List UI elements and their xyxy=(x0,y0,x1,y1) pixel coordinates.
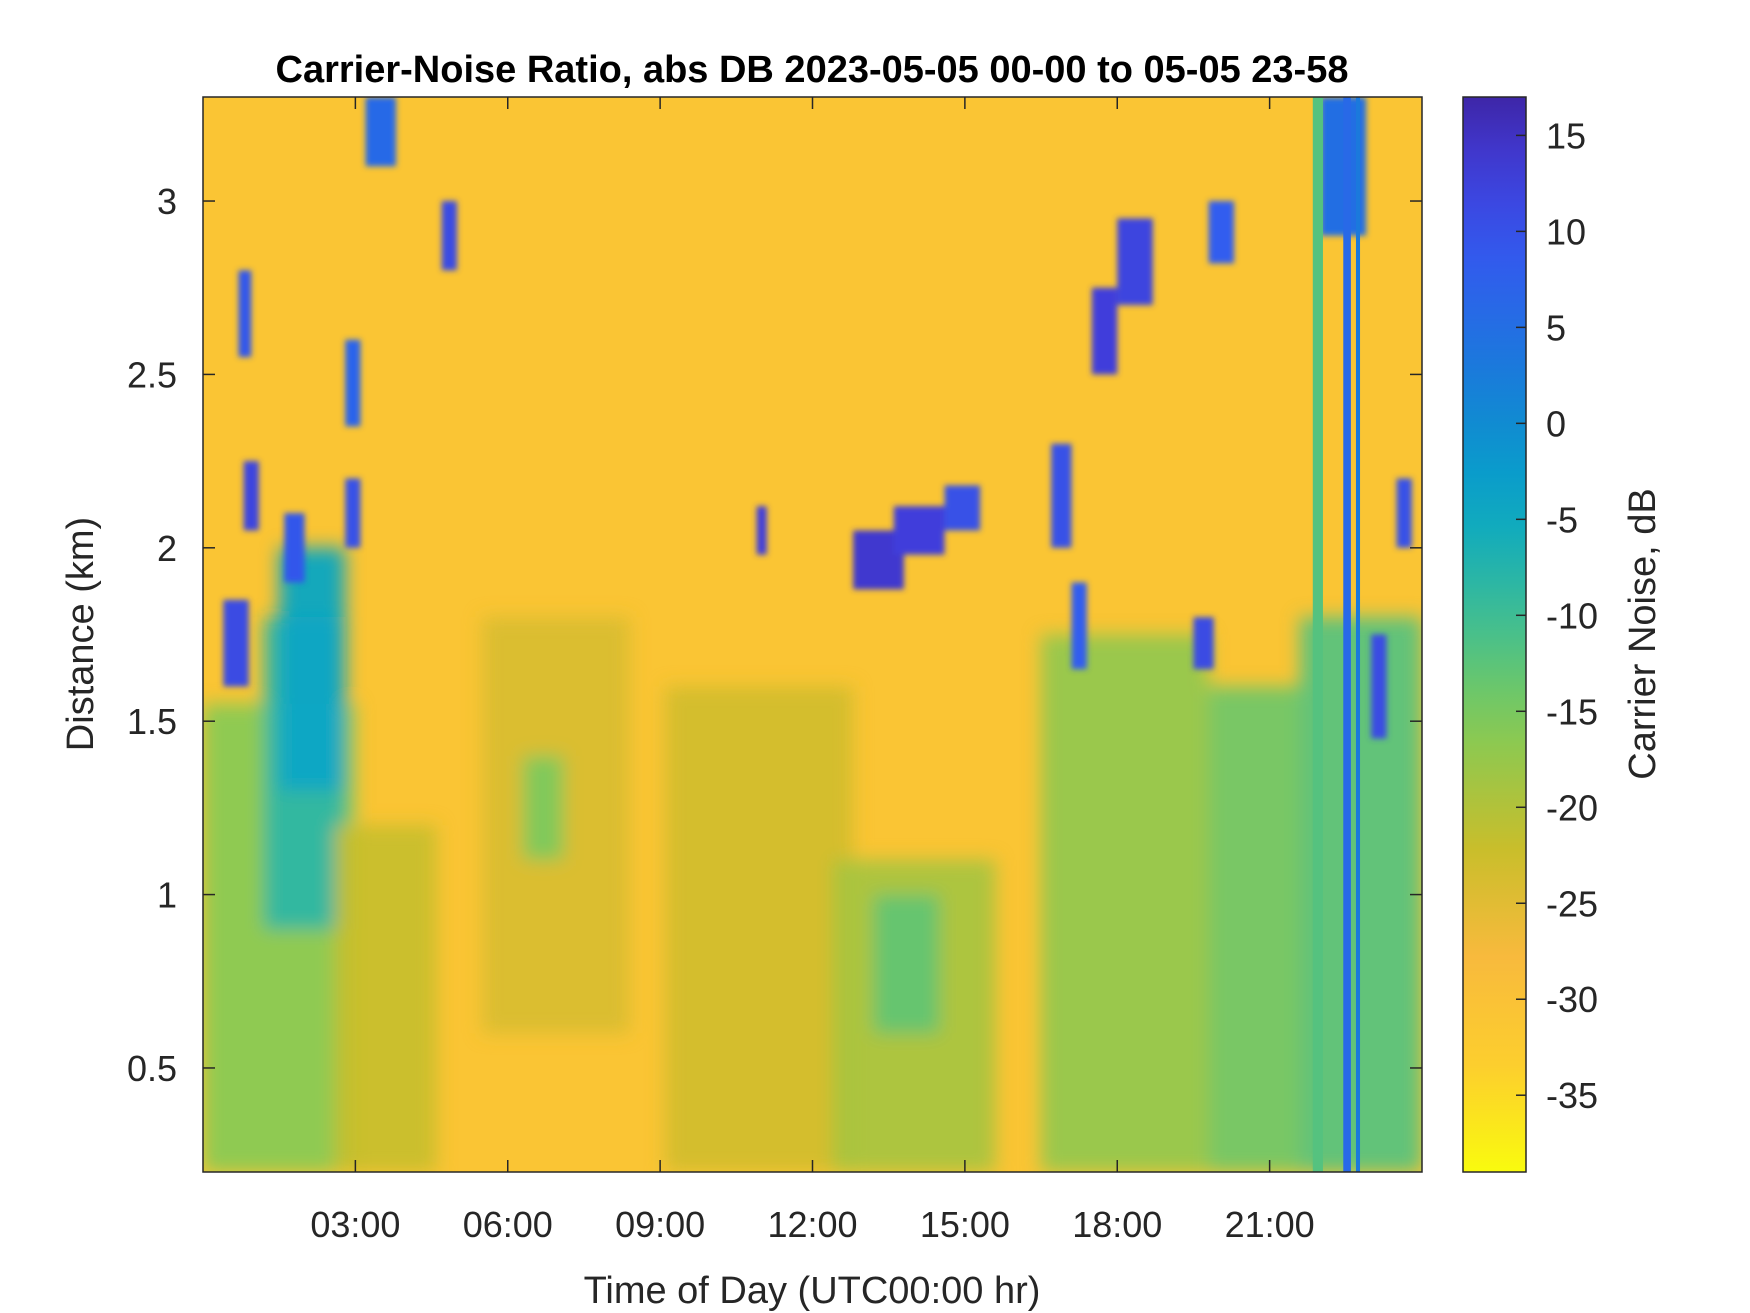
x-tick-label: 12:00 xyxy=(767,1204,857,1245)
x-tick-label: 06:00 xyxy=(463,1204,553,1245)
colorbar-tick-label: 10 xyxy=(1546,211,1586,252)
x-axis-label: Time of Day (UTC00:00 hr) xyxy=(584,1270,1041,1312)
heatmap-region xyxy=(1208,686,1301,1172)
colorbar-gradient xyxy=(1462,96,1527,1173)
heatmap-patch xyxy=(284,513,305,583)
heatmap-patch xyxy=(756,506,767,555)
heatmap-stripe xyxy=(1312,97,1323,1172)
colorbar-tick-label: -35 xyxy=(1546,1075,1598,1116)
heatmap-patch xyxy=(441,201,457,271)
colorbar-tick-label: 15 xyxy=(1546,115,1586,156)
heatmap-patch xyxy=(223,599,249,687)
heatmap-stripe xyxy=(1343,97,1351,1172)
heatmap-patch xyxy=(1071,582,1087,670)
x-tick-label: 09:00 xyxy=(615,1204,705,1245)
colorbar-tick-label: -25 xyxy=(1546,883,1598,924)
heatmap-patch xyxy=(944,485,981,531)
colorbar-tick-label: -20 xyxy=(1546,787,1598,828)
stripe-layer xyxy=(1312,97,1361,1172)
heatmap-patch xyxy=(1208,201,1235,264)
colorbar-tick-label: -15 xyxy=(1546,691,1598,732)
colorbar-tick-label: -10 xyxy=(1546,595,1598,636)
heatmap-patch xyxy=(1091,287,1118,375)
heatmap-region xyxy=(873,894,940,1034)
y-tick-label: 2.5 xyxy=(127,354,177,395)
y-tick-label: 2 xyxy=(157,528,177,569)
colorbar-ticks: 15 10 5 0 -5 -10 -15 -20 -25 -30 -35 xyxy=(1516,115,1598,1116)
heatmap-patch xyxy=(243,461,259,531)
heatmap-stripe xyxy=(1355,97,1361,1172)
region-layer xyxy=(203,547,1422,1172)
heatmap-patch xyxy=(1051,443,1072,548)
y-axis: 0.5 1 1.5 2 2.5 3 xyxy=(127,181,1422,1089)
plot-area xyxy=(203,97,1422,1172)
y-tick-label: 1.5 xyxy=(127,701,177,742)
heatmap-region xyxy=(665,686,854,1172)
heatmap-patch xyxy=(365,97,397,167)
colorbar-tick-label: 0 xyxy=(1546,403,1566,444)
heatmap-patch xyxy=(345,339,361,427)
colorbar-tick-label: 5 xyxy=(1546,307,1566,348)
x-tick-label: 21:00 xyxy=(1225,1204,1315,1245)
colorbar-tick-label: -5 xyxy=(1546,499,1578,540)
x-tick-label: 03:00 xyxy=(310,1204,400,1245)
patch-layer xyxy=(223,97,1412,739)
heatmap-patch xyxy=(1396,478,1412,548)
heatmap-region xyxy=(279,547,346,791)
heatmap-region xyxy=(335,825,437,1172)
heatmap-patch xyxy=(893,506,945,555)
heatmap-patch xyxy=(238,270,252,358)
colorbar-label: Carrier Noise, dB xyxy=(1622,488,1664,779)
heatmap-patch xyxy=(1193,617,1214,670)
x-axis: 03:00 06:00 09:00 12:00 15:00 18:00 21:00 xyxy=(310,97,1315,1245)
heatmap-region xyxy=(522,755,564,860)
colorbar: 15 10 5 0 -5 -10 -15 -20 -25 -30 -35 Carrier Noise… xyxy=(1462,96,1664,1173)
heatmap-patch xyxy=(1117,218,1153,306)
heatmap-patch xyxy=(345,478,361,548)
heatmap-region xyxy=(1041,634,1209,1172)
y-axis-label: Distance (km) xyxy=(60,517,102,751)
y-tick-label: 1 xyxy=(157,875,177,916)
chart-title: Carrier-Noise Ratio, abs DB 2023-05-05 0… xyxy=(276,49,1349,91)
heatmap-patch xyxy=(1371,634,1387,739)
x-tick-label: 15:00 xyxy=(920,1204,1010,1245)
y-tick-label: 0.5 xyxy=(127,1048,177,1089)
colorbar-tick-label: -30 xyxy=(1546,979,1598,1020)
x-tick-label: 18:00 xyxy=(1072,1204,1162,1245)
y-tick-label: 3 xyxy=(157,181,177,222)
